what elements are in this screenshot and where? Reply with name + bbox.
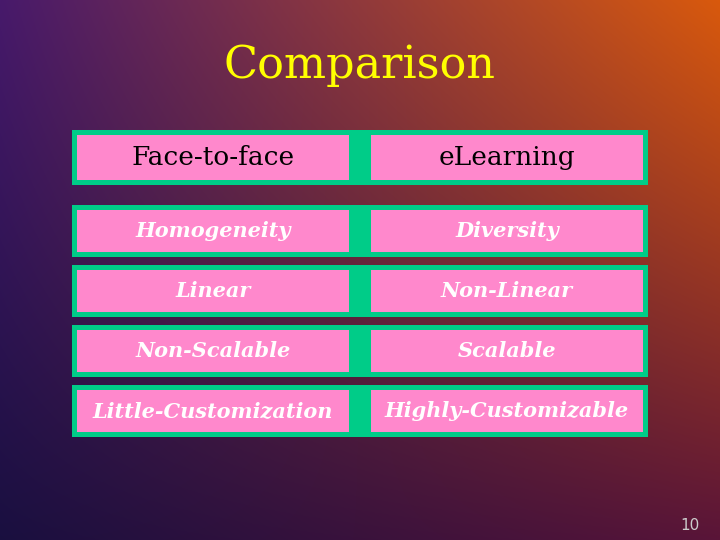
FancyBboxPatch shape bbox=[371, 135, 643, 180]
FancyBboxPatch shape bbox=[371, 210, 643, 252]
FancyBboxPatch shape bbox=[72, 265, 648, 317]
FancyBboxPatch shape bbox=[72, 325, 648, 377]
Text: Non-Scalable: Non-Scalable bbox=[135, 341, 291, 361]
Text: Homogeneity: Homogeneity bbox=[135, 221, 291, 241]
Text: Little-Customization: Little-Customization bbox=[93, 401, 333, 421]
FancyBboxPatch shape bbox=[77, 390, 349, 432]
FancyBboxPatch shape bbox=[77, 270, 349, 312]
Text: Linear: Linear bbox=[175, 281, 251, 301]
Text: Scalable: Scalable bbox=[458, 341, 557, 361]
FancyBboxPatch shape bbox=[72, 385, 648, 437]
Text: Highly-Customizable: Highly-Customizable bbox=[385, 401, 629, 421]
FancyBboxPatch shape bbox=[77, 330, 349, 372]
Text: Diversity: Diversity bbox=[455, 221, 559, 241]
FancyBboxPatch shape bbox=[77, 210, 349, 252]
Text: eLearning: eLearning bbox=[438, 145, 575, 170]
FancyBboxPatch shape bbox=[371, 390, 643, 432]
Text: Comparison: Comparison bbox=[224, 43, 496, 86]
FancyBboxPatch shape bbox=[371, 330, 643, 372]
Text: 10: 10 bbox=[680, 517, 700, 532]
FancyBboxPatch shape bbox=[371, 270, 643, 312]
FancyBboxPatch shape bbox=[72, 130, 648, 185]
Text: Face-to-face: Face-to-face bbox=[132, 145, 294, 170]
FancyBboxPatch shape bbox=[77, 135, 349, 180]
FancyBboxPatch shape bbox=[72, 205, 648, 257]
Text: Non-Linear: Non-Linear bbox=[441, 281, 573, 301]
